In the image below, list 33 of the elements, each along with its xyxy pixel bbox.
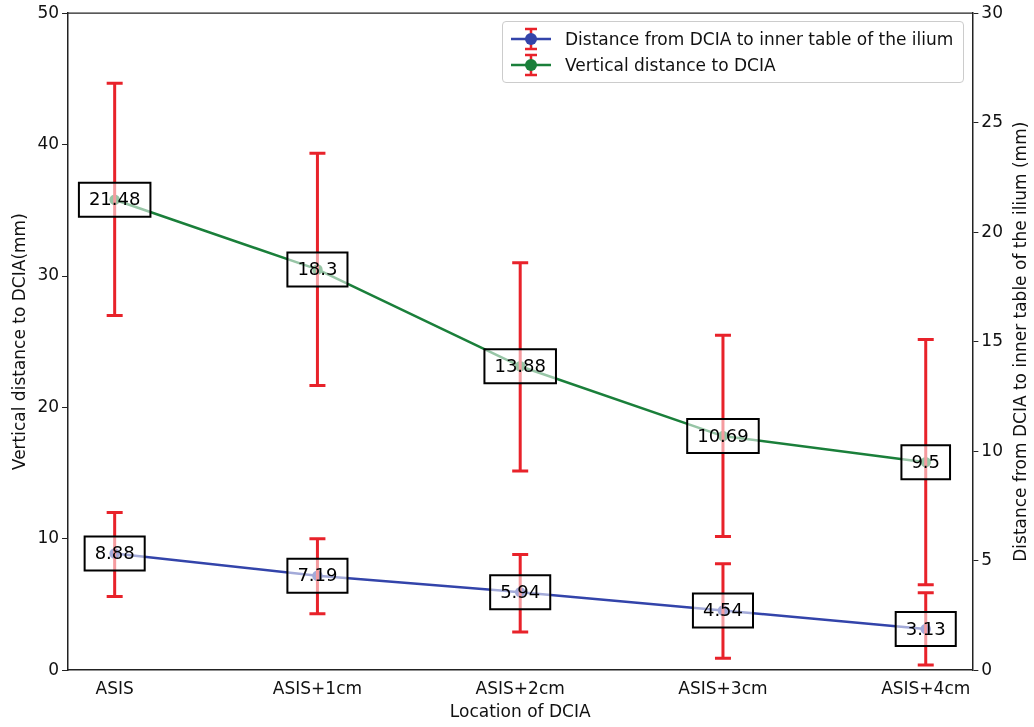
legend-label: Distance from DCIA to inner table of the ilium [564,29,954,50]
y-tick-label: 40 [37,133,60,154]
y2-tick-label: 20 [981,220,1004,241]
y2-tick-label: 30 [981,1,1004,22]
y2-tick-label: 10 [981,439,1004,460]
data-label: 21.48 [88,188,141,210]
x-tick-label: ASIS+4cm [881,677,971,698]
x-tick-label: ASIS+3cm [678,677,768,698]
y2-tick-label: 15 [981,330,1004,351]
x-tick-label: ASIS+2cm [475,677,565,698]
data-label: 8.88 [94,542,135,564]
y2-tick-label: 5 [981,549,993,570]
data-label: 10.69 [697,424,749,446]
data-label: 5.94 [500,580,541,602]
y2-tick-label: 25 [981,111,1004,132]
y-tick-label: 50 [37,1,60,22]
x-tick-label: ASIS+1cm [272,677,363,698]
y2-tick-label: 0 [981,658,993,679]
y-tick-label: 10 [37,527,60,548]
data-label: 7.19 [297,564,338,586]
data-label: 3.13 [905,617,946,639]
data-label: 9.5 [911,450,941,472]
legend-label: Vertical distance to DCIA [564,55,776,76]
x-tick-label: ASIS [95,677,134,698]
y-axis-title: Vertical distance to DCIA(mm) [8,213,29,471]
y-tick-label: 20 [37,395,60,416]
y-tick-label: 30 [37,264,60,285]
data-label: 18.3 [297,258,338,280]
x-axis-title: Location of DCIA [449,701,591,722]
y-tick-label: 0 [48,658,60,679]
data-label: 4.54 [702,599,744,621]
data-label: 13.88 [494,354,546,376]
y2-axis-title: Distance from DCIA to inner table of the ilium (mm) [1009,121,1030,562]
